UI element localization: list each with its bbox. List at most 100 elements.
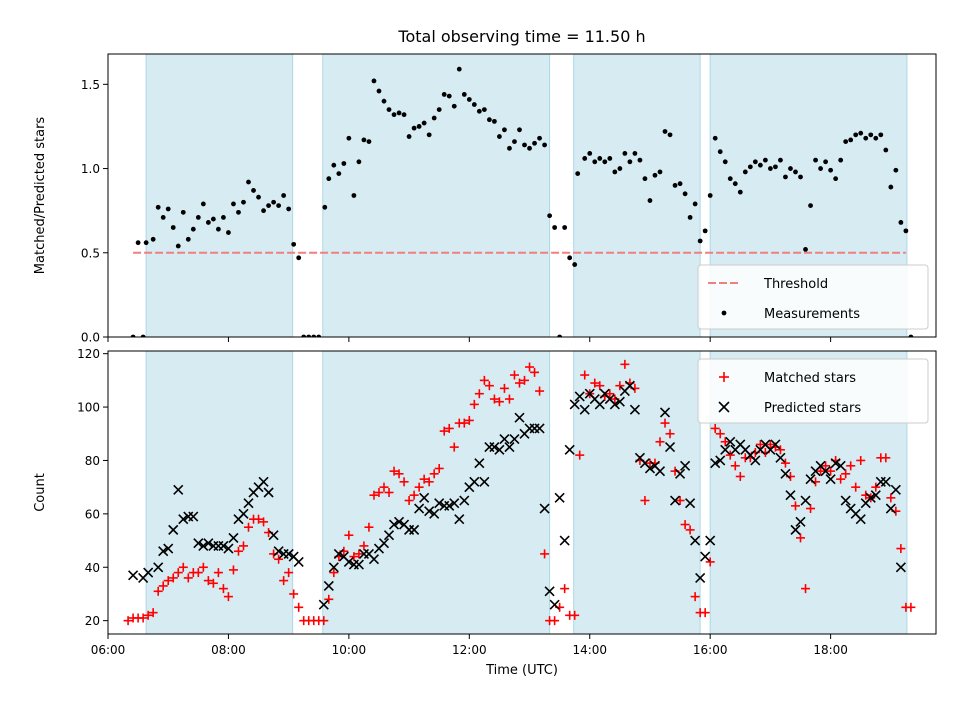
measurement-point <box>562 225 568 230</box>
measurement-point <box>747 164 753 170</box>
predicted-star-point <box>474 458 485 469</box>
matched-star-point <box>349 552 359 562</box>
predicted-star-point <box>459 495 470 506</box>
predicted-star-point <box>785 490 796 501</box>
matched-star-point <box>580 370 590 380</box>
measurement-point <box>481 107 487 112</box>
measurement-point <box>256 194 261 200</box>
matched-star-point <box>680 520 690 530</box>
predicted-star-point <box>675 468 686 479</box>
measurement-point <box>296 255 302 261</box>
measurement-point <box>371 78 377 84</box>
predicted-star-point <box>609 399 620 410</box>
measurement-point <box>451 103 457 109</box>
matched-star-point <box>735 471 745 481</box>
matched-star-point <box>434 463 444 473</box>
measurement-point <box>838 157 844 163</box>
matched-star-point <box>193 568 203 578</box>
measurement-point <box>456 66 462 72</box>
matched-star-point <box>675 496 685 506</box>
matched-star-point <box>886 493 896 503</box>
measurement-point <box>396 110 402 116</box>
measurement-point <box>205 220 211 225</box>
measurement-point <box>306 334 312 337</box>
predicted-star-point <box>368 554 380 565</box>
predicted-star-point <box>564 444 575 455</box>
measurement-point <box>597 156 603 161</box>
matched-star-point <box>856 455 866 465</box>
measurement-point <box>143 240 149 246</box>
matched-star-point <box>665 429 675 439</box>
measurement-point <box>833 176 839 182</box>
measurement-point <box>898 220 904 225</box>
measurement-point <box>873 135 879 141</box>
matched-star-point <box>223 592 233 602</box>
matched-star-point <box>474 389 484 399</box>
predicted-star-point <box>544 586 555 597</box>
predicted-star-point <box>388 519 400 530</box>
axes-frame <box>107 53 937 338</box>
matched-star-point <box>459 418 469 428</box>
matched-star-point <box>494 397 504 407</box>
y-tick-label: 0.5 <box>81 246 100 260</box>
measurement-point <box>742 169 748 175</box>
predicted-star-point <box>414 503 425 514</box>
matched-star-point <box>796 533 806 543</box>
measurement-point <box>908 334 914 337</box>
measurement-point <box>221 214 226 220</box>
measurement-point <box>808 203 813 209</box>
predicted-star-point <box>534 423 545 434</box>
matched-star-point <box>289 589 299 599</box>
observing-window-band <box>322 351 551 634</box>
legend-box <box>697 358 929 424</box>
measurement-point <box>311 334 317 337</box>
predicted-star-point <box>805 474 816 485</box>
predicted-star-point <box>830 458 841 469</box>
predicted-star-point <box>143 567 154 578</box>
predicted-star-point <box>173 484 184 495</box>
predicted-star-point <box>424 506 435 517</box>
measurement-point <box>682 191 688 197</box>
matched-star-point <box>801 584 811 594</box>
matched-star-point <box>514 378 524 388</box>
x-tick-label: 18:00 <box>813 643 848 657</box>
y-tick-label: 100 <box>77 401 100 415</box>
predicted-star-point <box>163 543 174 554</box>
predicted-star-point <box>158 546 169 557</box>
matched-star-point <box>595 381 605 391</box>
matched-star-point <box>449 442 459 452</box>
predicted-star-point <box>790 524 801 535</box>
matched-star-point <box>841 469 851 479</box>
matched-star-point <box>765 439 775 449</box>
measurement-point <box>692 201 698 207</box>
measurement-point <box>476 108 482 114</box>
matched-star-point <box>560 584 570 594</box>
y-tick-label: 0.0 <box>81 331 100 345</box>
measurement-point <box>135 240 141 246</box>
measurement-point <box>893 167 899 173</box>
matched-star-point <box>540 549 550 559</box>
measurement-point <box>200 201 206 207</box>
measurement-point <box>226 230 231 235</box>
predicted-star-point <box>880 476 891 487</box>
measurement-point <box>642 176 648 182</box>
matched-star-point <box>775 445 785 455</box>
matched-star-point <box>821 461 831 471</box>
predicted-star-point <box>128 570 139 581</box>
measurement-point <box>180 209 186 215</box>
legend-label: Measurements <box>764 307 860 322</box>
predicted-star-point <box>323 580 334 592</box>
matched-star-point <box>163 576 173 586</box>
matched-star-point <box>384 488 394 497</box>
matched-star-point <box>244 522 254 532</box>
matched-star-point <box>780 458 790 468</box>
predicted-star-point <box>228 532 239 543</box>
measurement-point <box>602 159 608 165</box>
measurement-point <box>607 156 613 161</box>
matched-star-point <box>439 426 449 436</box>
measurement-point <box>361 137 367 143</box>
measurement-point <box>241 199 246 205</box>
matched-star-point <box>183 573 193 583</box>
x-tick-label: 08:00 <box>211 643 246 657</box>
